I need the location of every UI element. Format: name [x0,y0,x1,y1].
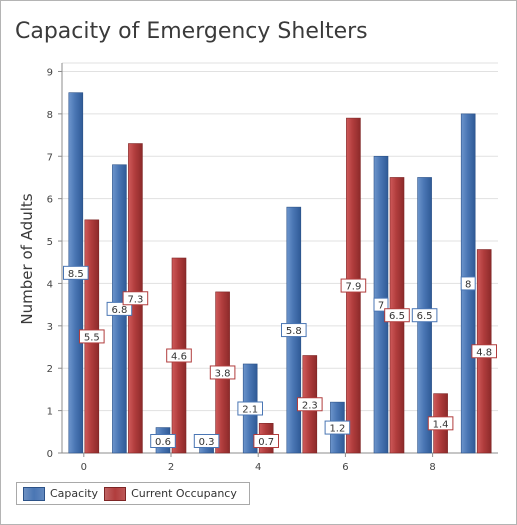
data-label-current-occupancy-0: 5.5 [84,332,100,343]
data-label-box-capacity-5 [281,323,307,338]
data-label-current-occupancy-2: 4.6 [171,352,187,363]
y-axis-title: Number of Adults [18,193,36,324]
data-label-box-current-occupancy-7 [384,308,410,323]
legend-swatch-current-occupancy [104,486,127,501]
legend: Capacity Current Occupancy [16,482,250,505]
legend-entry-current-occupancy: Current Occupancy [104,486,237,501]
data-label-current-occupancy-9: 4.8 [476,347,492,358]
chart-title: Capacity of Emergency Shelters [15,19,368,44]
data-label-box-current-occupancy-3 [209,365,236,380]
x-tick-label-2: 2 [168,462,174,473]
data-label-box-current-occupancy-2 [166,348,192,363]
legend-label-capacity: Capacity [50,487,99,500]
data-label-box-capacity-1 [106,301,133,316]
data-label-capacity-2: 0.6 [155,437,171,448]
y-tick-label-4: 4 [47,279,53,290]
data-label-box-current-occupancy-4 [253,434,279,448]
data-label-current-occupancy-4: 0.7 [258,437,274,448]
y-tick-label-5: 5 [47,237,53,248]
x-tick-label-6: 6 [342,462,348,473]
data-labels: 8.5 6.8 0.6 0.3 2.1 5.8 1.2 7 6.5 8 5.5 7.3 4.6 3.8 0.… [63,265,497,448]
data-label-box-capacity-6 [324,420,351,435]
data-label-capacity-6: 1.2 [329,424,345,435]
y-tick-label-1: 1 [47,407,53,418]
legend-entry-capacity: Capacity [23,486,99,501]
data-label-box-current-occupancy-5 [297,397,323,412]
data-label-box-current-occupancy-9 [471,344,497,359]
plot-area [62,63,498,453]
y-tick-label-2: 2 [47,364,53,375]
data-label-capacity-7: 7 [378,301,384,312]
x-tick-label-4: 4 [255,462,261,473]
legend-label-current-occupancy: Current Occupancy [131,487,237,500]
data-label-box-capacity-9 [460,276,476,291]
y-tick-label-7: 7 [47,152,53,163]
data-label-box-capacity-8 [411,308,438,323]
grid-lines [62,62,498,453]
data-label-box-capacity-3 [193,434,220,448]
y-tick-label-0: 0 [47,449,53,460]
data-label-capacity-0: 8.5 [68,269,84,280]
data-label-capacity-3: 0.3 [199,437,215,448]
data-label-capacity-9: 8 [465,279,471,290]
y-tick-label-3: 3 [47,322,53,333]
data-label-current-occupancy-7: 6.5 [389,311,405,322]
data-label-box-current-occupancy-1 [122,291,149,306]
y-tick-label-8: 8 [47,110,53,121]
data-label-box-capacity-4 [237,401,263,416]
y-tick-label-6: 6 [47,195,53,206]
data-label-capacity-5: 5.8 [286,326,302,337]
data-label-current-occupancy-6: 7.9 [345,282,361,293]
y-tick-label-9: 9 [47,67,53,78]
legend-swatch-capacity [23,486,45,501]
data-label-capacity-1: 6.8 [111,305,127,316]
data-label-current-occupancy-5: 2.3 [302,400,318,411]
data-label-current-occupancy-1: 7.3 [127,294,143,305]
x-tick-label-8: 8 [429,462,435,473]
data-label-capacity-4: 2.1 [242,404,258,415]
data-label-box-current-occupancy-6 [340,278,367,293]
data-label-box-capacity-2 [150,434,176,448]
data-label-box-capacity-7 [373,297,389,312]
data-label-box-current-occupancy-8 [427,416,454,431]
data-label-current-occupancy-3: 3.8 [215,368,231,379]
data-label-current-occupancy-8: 1.4 [433,419,449,430]
data-label-box-capacity-0 [63,265,89,280]
data-label-capacity-8: 6.5 [417,311,433,322]
x-tick-label-0: 0 [81,462,87,473]
data-label-box-current-occupancy-0 [79,329,105,344]
